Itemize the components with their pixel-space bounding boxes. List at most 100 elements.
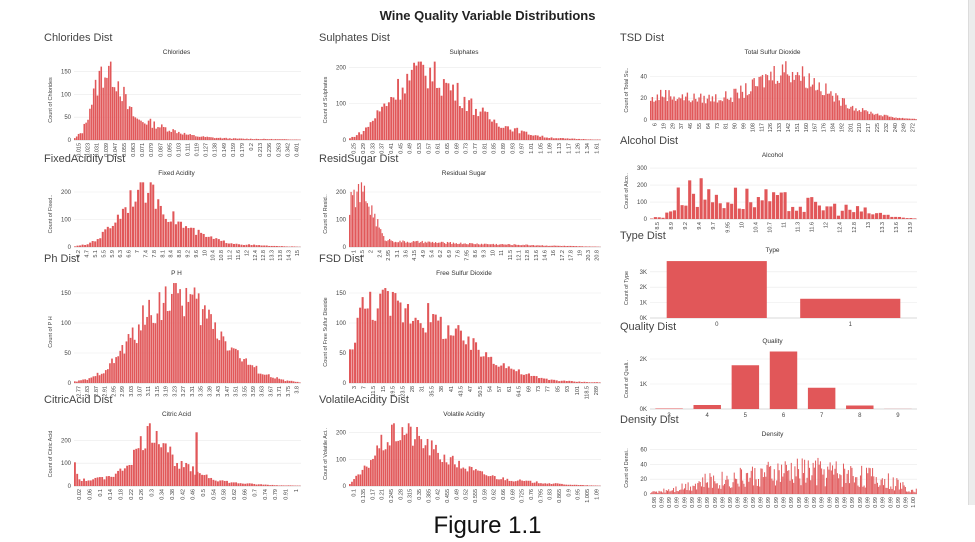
histogram-bar xyxy=(768,466,770,494)
x-tick-label: 0.35 xyxy=(417,489,423,500)
histogram-bar xyxy=(111,225,114,247)
histogram-bar xyxy=(258,245,261,247)
histogram-bar xyxy=(725,479,727,494)
histogram-bar xyxy=(356,317,359,383)
x-tick-label: 11 xyxy=(782,222,788,228)
y-axis-label: Count of Sulphates xyxy=(323,76,329,123)
histogram-bar xyxy=(908,491,910,494)
histogram-bar xyxy=(119,218,122,247)
histogram-bar xyxy=(79,133,82,140)
x-tick-label: 0.213 xyxy=(258,143,264,157)
histogram-bar xyxy=(187,301,190,383)
histogram-bar xyxy=(193,135,195,140)
histogram-bar xyxy=(142,182,145,247)
histogram-bar xyxy=(455,243,457,247)
x-tick-label: 0.59 xyxy=(482,489,488,500)
histogram-bar xyxy=(470,466,473,486)
x-tick-label: 176 xyxy=(822,123,828,132)
y-tick-label: 0 xyxy=(343,138,347,144)
histogram-bar xyxy=(555,245,557,247)
histogram-bar xyxy=(540,377,543,383)
histogram-bar xyxy=(357,183,360,247)
x-tick-label: 0.5 xyxy=(201,489,207,497)
histogram-bar xyxy=(509,129,512,140)
histogram-bar xyxy=(106,226,109,247)
x-tick-label: 3.67 xyxy=(268,386,274,397)
histogram-bar xyxy=(841,486,843,494)
histogram-bar xyxy=(381,106,383,140)
histogram-bar xyxy=(349,349,352,383)
histogram-bar xyxy=(507,243,509,247)
histogram-bar xyxy=(566,245,569,247)
histogram-bar xyxy=(152,184,155,247)
histogram-bar xyxy=(665,490,667,494)
histogram-bar xyxy=(653,217,657,219)
x-tick-label: 28 xyxy=(410,386,416,392)
histogram-bar xyxy=(511,131,514,140)
histogram-bar xyxy=(378,227,380,247)
histogram-bar xyxy=(384,240,386,247)
histogram-bar xyxy=(550,379,553,383)
x-tick-label: 0.99 xyxy=(751,497,757,508)
histogram-bar xyxy=(661,217,665,219)
bar xyxy=(731,365,760,409)
histogram-bar xyxy=(485,475,488,486)
y-tick-label: 200 xyxy=(336,65,347,71)
histogram-bar xyxy=(879,485,881,494)
histogram-bar xyxy=(585,382,588,383)
x-tick-label: 0.99 xyxy=(667,497,673,508)
histogram-bar xyxy=(257,139,260,140)
histogram-bar xyxy=(786,74,789,120)
histogram-bar xyxy=(507,366,510,383)
histogram-bar xyxy=(881,116,884,120)
histogram-bar xyxy=(170,293,173,383)
histogram-bar xyxy=(658,100,660,120)
x-tick-label: 0.99 xyxy=(743,497,749,508)
histogram-bar xyxy=(399,440,402,486)
histogram-bar xyxy=(885,487,887,494)
histogram-bar xyxy=(528,245,530,247)
histogram-bar xyxy=(671,99,674,120)
histogram-bar xyxy=(750,470,752,494)
histogram-bar xyxy=(577,246,579,247)
histogram-bar xyxy=(358,132,361,140)
histogram-bar xyxy=(813,467,815,494)
histogram-bar xyxy=(157,444,160,486)
histogram-bar xyxy=(253,244,256,247)
x-tick-label: 0.49 xyxy=(454,489,460,500)
histogram-bar xyxy=(440,95,443,140)
histogram-bar xyxy=(195,136,197,140)
histogram-bar xyxy=(748,481,750,494)
histogram-bar xyxy=(467,336,470,383)
vertical-scrollbar[interactable] xyxy=(968,0,975,505)
histogram-bar xyxy=(897,216,902,219)
histogram-bar xyxy=(293,246,296,247)
histogram-bar xyxy=(523,480,526,486)
histogram-bar xyxy=(760,468,762,494)
x-tick-label: 1 xyxy=(294,489,300,492)
x-tick-label: 0.342 xyxy=(285,143,291,157)
histogram-bar xyxy=(542,483,544,486)
histogram-bar xyxy=(282,139,284,140)
histogram-bar xyxy=(353,479,355,486)
histogram-bar xyxy=(217,137,220,140)
histogram-bar xyxy=(109,61,112,140)
histogram-bar xyxy=(741,91,744,120)
histogram-bar xyxy=(835,93,837,120)
histogram-bar xyxy=(572,245,575,247)
histogram-bar xyxy=(853,482,855,494)
histogram-bar xyxy=(903,485,905,494)
histogram-bar xyxy=(739,467,741,494)
histogram-bar xyxy=(673,96,675,120)
histogram-bar xyxy=(559,138,562,140)
histogram-bar xyxy=(148,299,150,383)
histogram-bar xyxy=(418,435,421,486)
histogram-bar xyxy=(669,211,673,219)
histogram-bar xyxy=(104,229,107,247)
histogram-bar xyxy=(434,314,437,383)
histogram-bar xyxy=(110,476,113,486)
x-tick-label: 0.99 xyxy=(789,497,795,508)
histogram-bar xyxy=(160,447,163,486)
histogram-bar xyxy=(98,477,101,486)
histogram-bar xyxy=(840,210,844,219)
